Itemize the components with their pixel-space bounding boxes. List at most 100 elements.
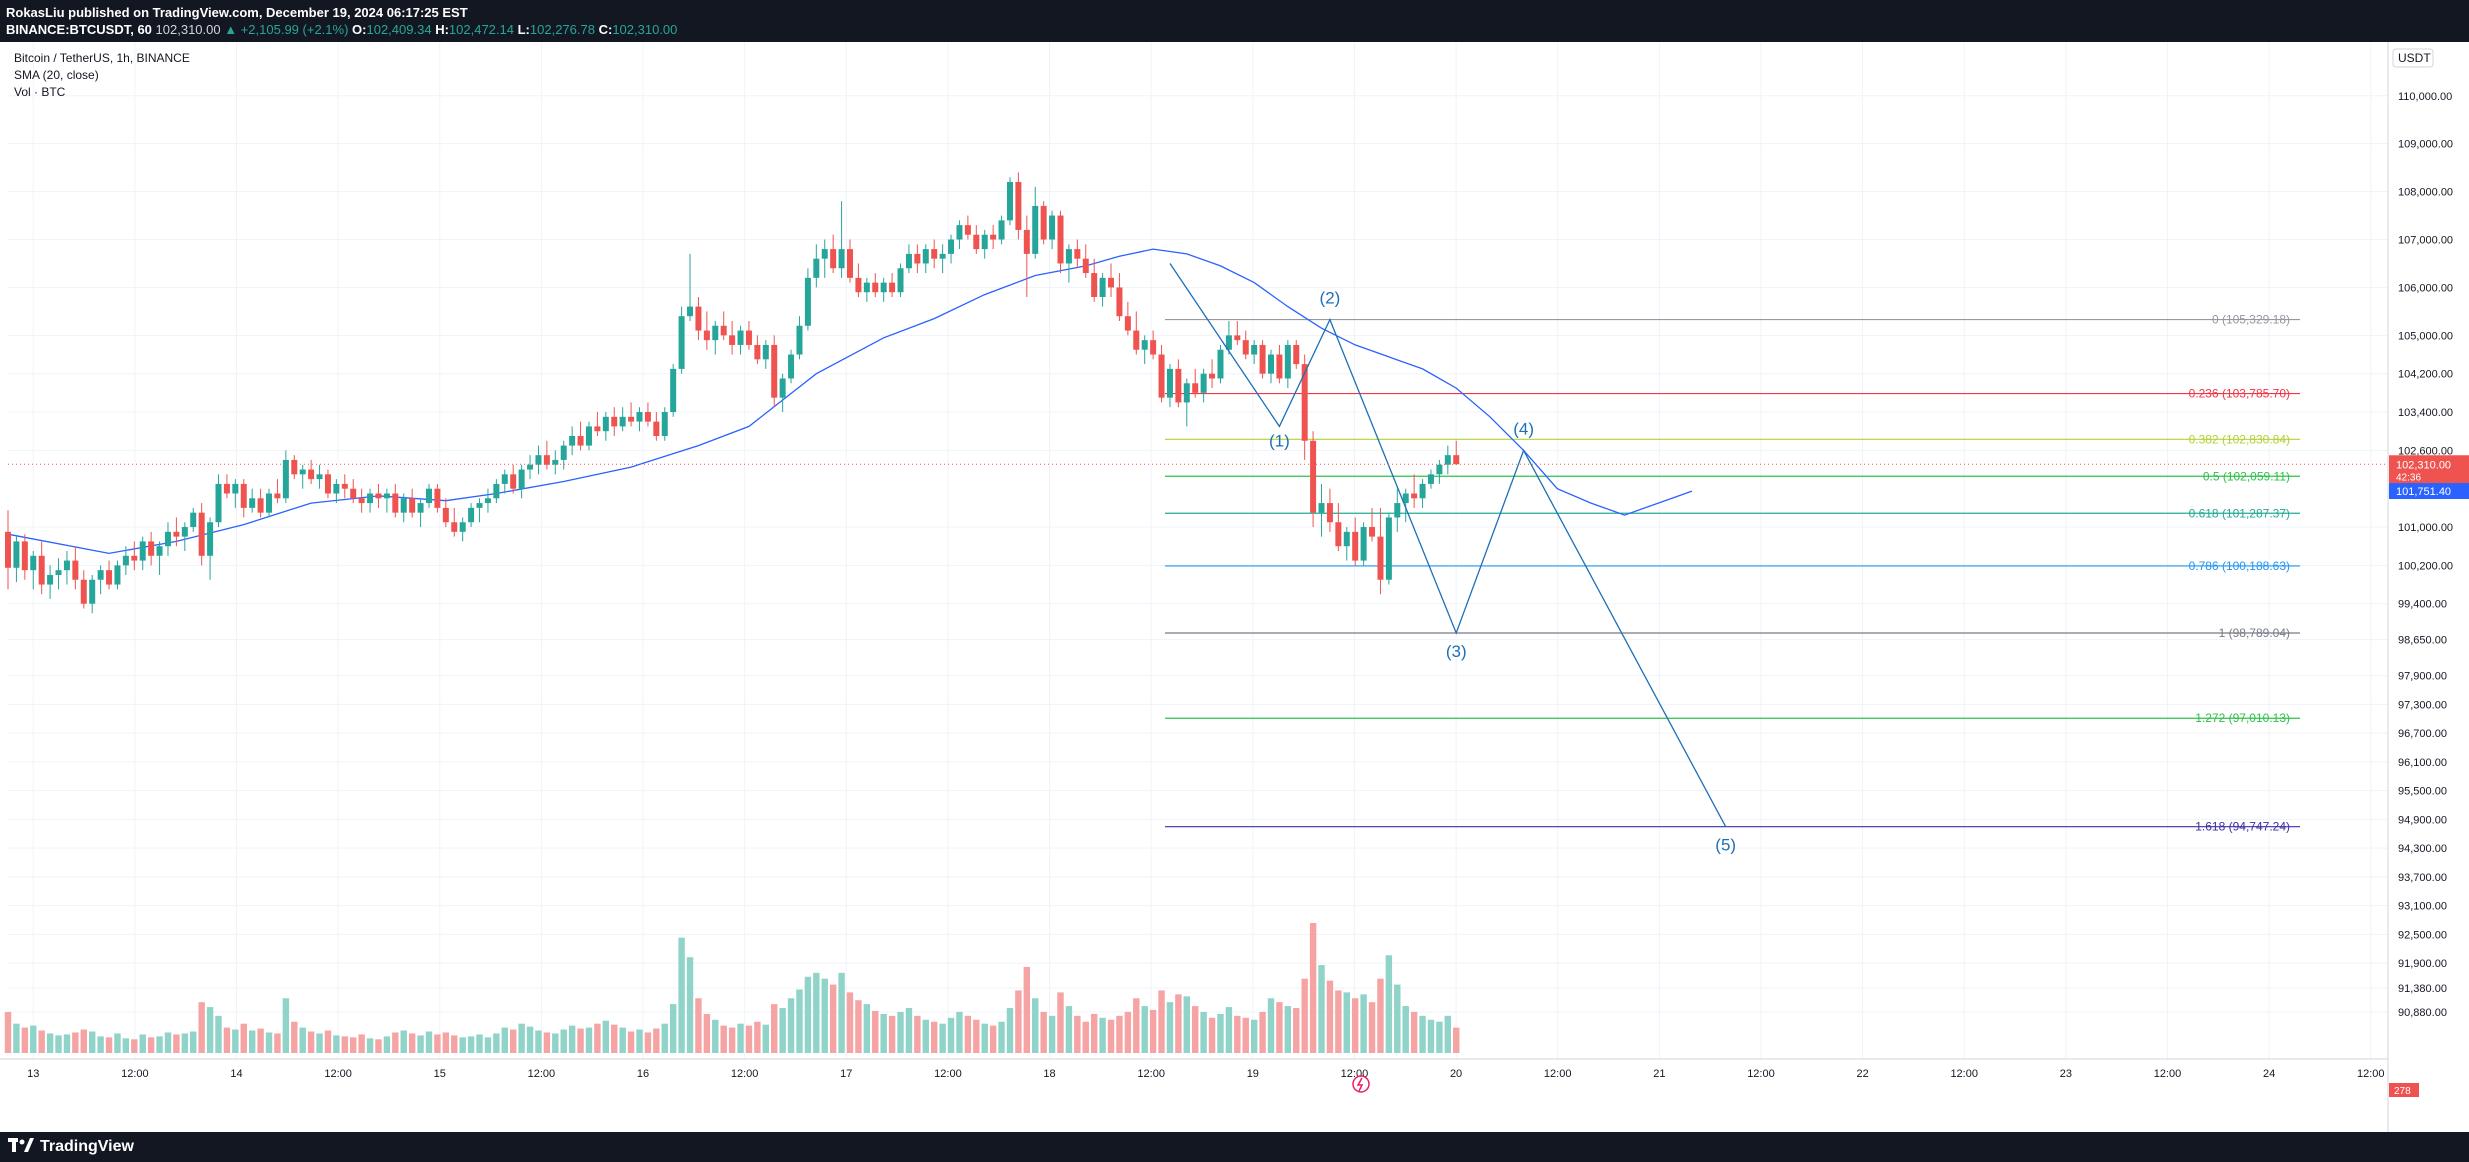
candle-body <box>1006 182 1013 221</box>
volume-bar <box>922 1019 929 1053</box>
price-tick-label: 93,100.00 <box>2398 901 2447 913</box>
volume-bar <box>838 972 845 1053</box>
candle-body <box>981 234 988 250</box>
time-tick-label: 12:00 <box>1137 1068 1165 1080</box>
candle-body <box>1200 373 1207 393</box>
volume-bar <box>1065 1006 1073 1053</box>
fib-extension: 0 (105,329.18) 0.236 (103,785.70) 0.382 (1… <box>1165 313 2300 834</box>
volume-bar <box>661 1023 668 1053</box>
volume-bar <box>1082 1021 1089 1053</box>
candle-body <box>190 512 197 528</box>
volume-bar <box>611 1024 618 1053</box>
symbol-line: BINANCE:BTCUSDT, 60 102,310.00 ▲ +2,105.… <box>6 22 677 37</box>
tradingview-logo[interactable]: TradingView <box>8 1138 134 1156</box>
volume-bar <box>1402 1006 1409 1053</box>
time-tick-label: 21 <box>1653 1068 1665 1080</box>
volume-bar <box>1015 990 1022 1053</box>
candle-body <box>687 306 694 317</box>
price-chart[interactable]: 0 (105,329.18) 0.236 (103,785.70) 0.382 (1… <box>0 42 2469 1132</box>
candle-body <box>80 579 87 604</box>
price-tick-label: 105,000.00 <box>2398 330 2453 342</box>
candle-body <box>1293 344 1300 365</box>
candle-body <box>577 435 584 446</box>
volume-bar <box>1318 965 1325 1053</box>
price-tick-label: 103,400.00 <box>2398 407 2453 419</box>
candle-body <box>1082 258 1089 274</box>
price-tick-label: 104,200.00 <box>2398 369 2453 381</box>
candle-body <box>661 412 668 436</box>
candle-body <box>55 570 62 575</box>
candle-body <box>451 522 458 532</box>
fib-level-label: 0.382 (102,830.84) <box>2189 432 2290 446</box>
high-label: H: <box>435 22 449 37</box>
price-tick-label: 109,000.00 <box>2398 139 2453 151</box>
volume-bar <box>291 1021 298 1053</box>
volume-bar <box>880 1013 887 1053</box>
candle-body <box>459 522 466 532</box>
volume-bar <box>156 1036 163 1053</box>
candle-body <box>1310 440 1317 513</box>
price-tick-label: 101,000.00 <box>2398 522 2453 534</box>
volume-bar <box>728 1027 736 1053</box>
candle-body <box>47 574 54 585</box>
fib-level-label: 1 (98,789.04) <box>2219 626 2290 640</box>
candle-body <box>1124 316 1131 331</box>
time-tick-label: 17 <box>840 1068 852 1080</box>
candle-body <box>1301 364 1308 441</box>
fib-level-label: 0.786 (100,188.63) <box>2189 559 2290 573</box>
volume-bar <box>459 1037 466 1053</box>
price-tick-label: 91,900.00 <box>2398 958 2447 970</box>
volume-bar <box>1208 1017 1216 1053</box>
footer-bar: TradingView <box>0 1132 2469 1162</box>
volume-bar <box>1360 994 1367 1053</box>
volume-bar <box>1410 1011 1418 1053</box>
candle-body <box>602 416 609 432</box>
volume-bar <box>552 1033 559 1053</box>
volume-bar <box>737 1023 744 1053</box>
volume-bar <box>1436 1021 1443 1053</box>
candle-body <box>569 435 576 446</box>
volume-bar <box>888 1015 896 1053</box>
wave-label: (2) <box>1320 289 1341 308</box>
time-tick-label: 12:00 <box>1950 1068 1978 1080</box>
volume-bar <box>324 1030 332 1053</box>
candle-body <box>409 498 416 513</box>
volume-bar <box>1309 923 1317 1053</box>
symbol-name: BINANCE:BTCUSDT, 60 <box>6 22 152 37</box>
volume-bar <box>644 1032 652 1053</box>
candle-body <box>1251 344 1258 355</box>
sma-badge-box <box>2389 483 2469 500</box>
volume-bar <box>307 1031 315 1053</box>
volume-bar <box>594 1023 601 1053</box>
price-change: ▲ +2,105.99 (+2.1%) <box>224 22 349 37</box>
candle-body <box>973 234 980 250</box>
candle-body <box>745 330 752 345</box>
volume-bar <box>855 1000 862 1053</box>
candle-body <box>181 527 188 537</box>
volume-bar <box>1453 1027 1460 1053</box>
fib-level-label: 0.618 (101,287.37) <box>2189 506 2290 520</box>
candle-body <box>13 541 20 568</box>
candle-body <box>274 493 281 499</box>
volume-bar <box>4 1011 12 1053</box>
volume-bar <box>181 1033 189 1053</box>
volume-bar <box>804 976 812 1053</box>
candle-body <box>148 541 155 556</box>
candle-body <box>341 483 348 489</box>
price-tick-label: 107,000.00 <box>2398 235 2453 247</box>
candle-body <box>1209 373 1216 379</box>
candle-body <box>1234 335 1241 341</box>
candle-body <box>38 555 45 585</box>
high-value: 102,472.14 <box>448 22 514 37</box>
wave-path <box>1169 263 1727 828</box>
volume-bar <box>451 1035 458 1053</box>
candle-body <box>1183 383 1190 403</box>
volume-bar <box>1250 1019 1258 1053</box>
chart-frame[interactable]: 0 (105,329.18) 0.236 (103,785.70) 0.382 (1… <box>0 42 2469 1132</box>
candle-body <box>905 253 912 269</box>
volume-bar <box>1099 1017 1106 1053</box>
candle-body <box>510 474 517 489</box>
candle-body <box>1040 205 1047 240</box>
volume-bar <box>274 1033 281 1053</box>
publish-text: RokasLiu published on TradingView.com, D… <box>6 5 468 20</box>
